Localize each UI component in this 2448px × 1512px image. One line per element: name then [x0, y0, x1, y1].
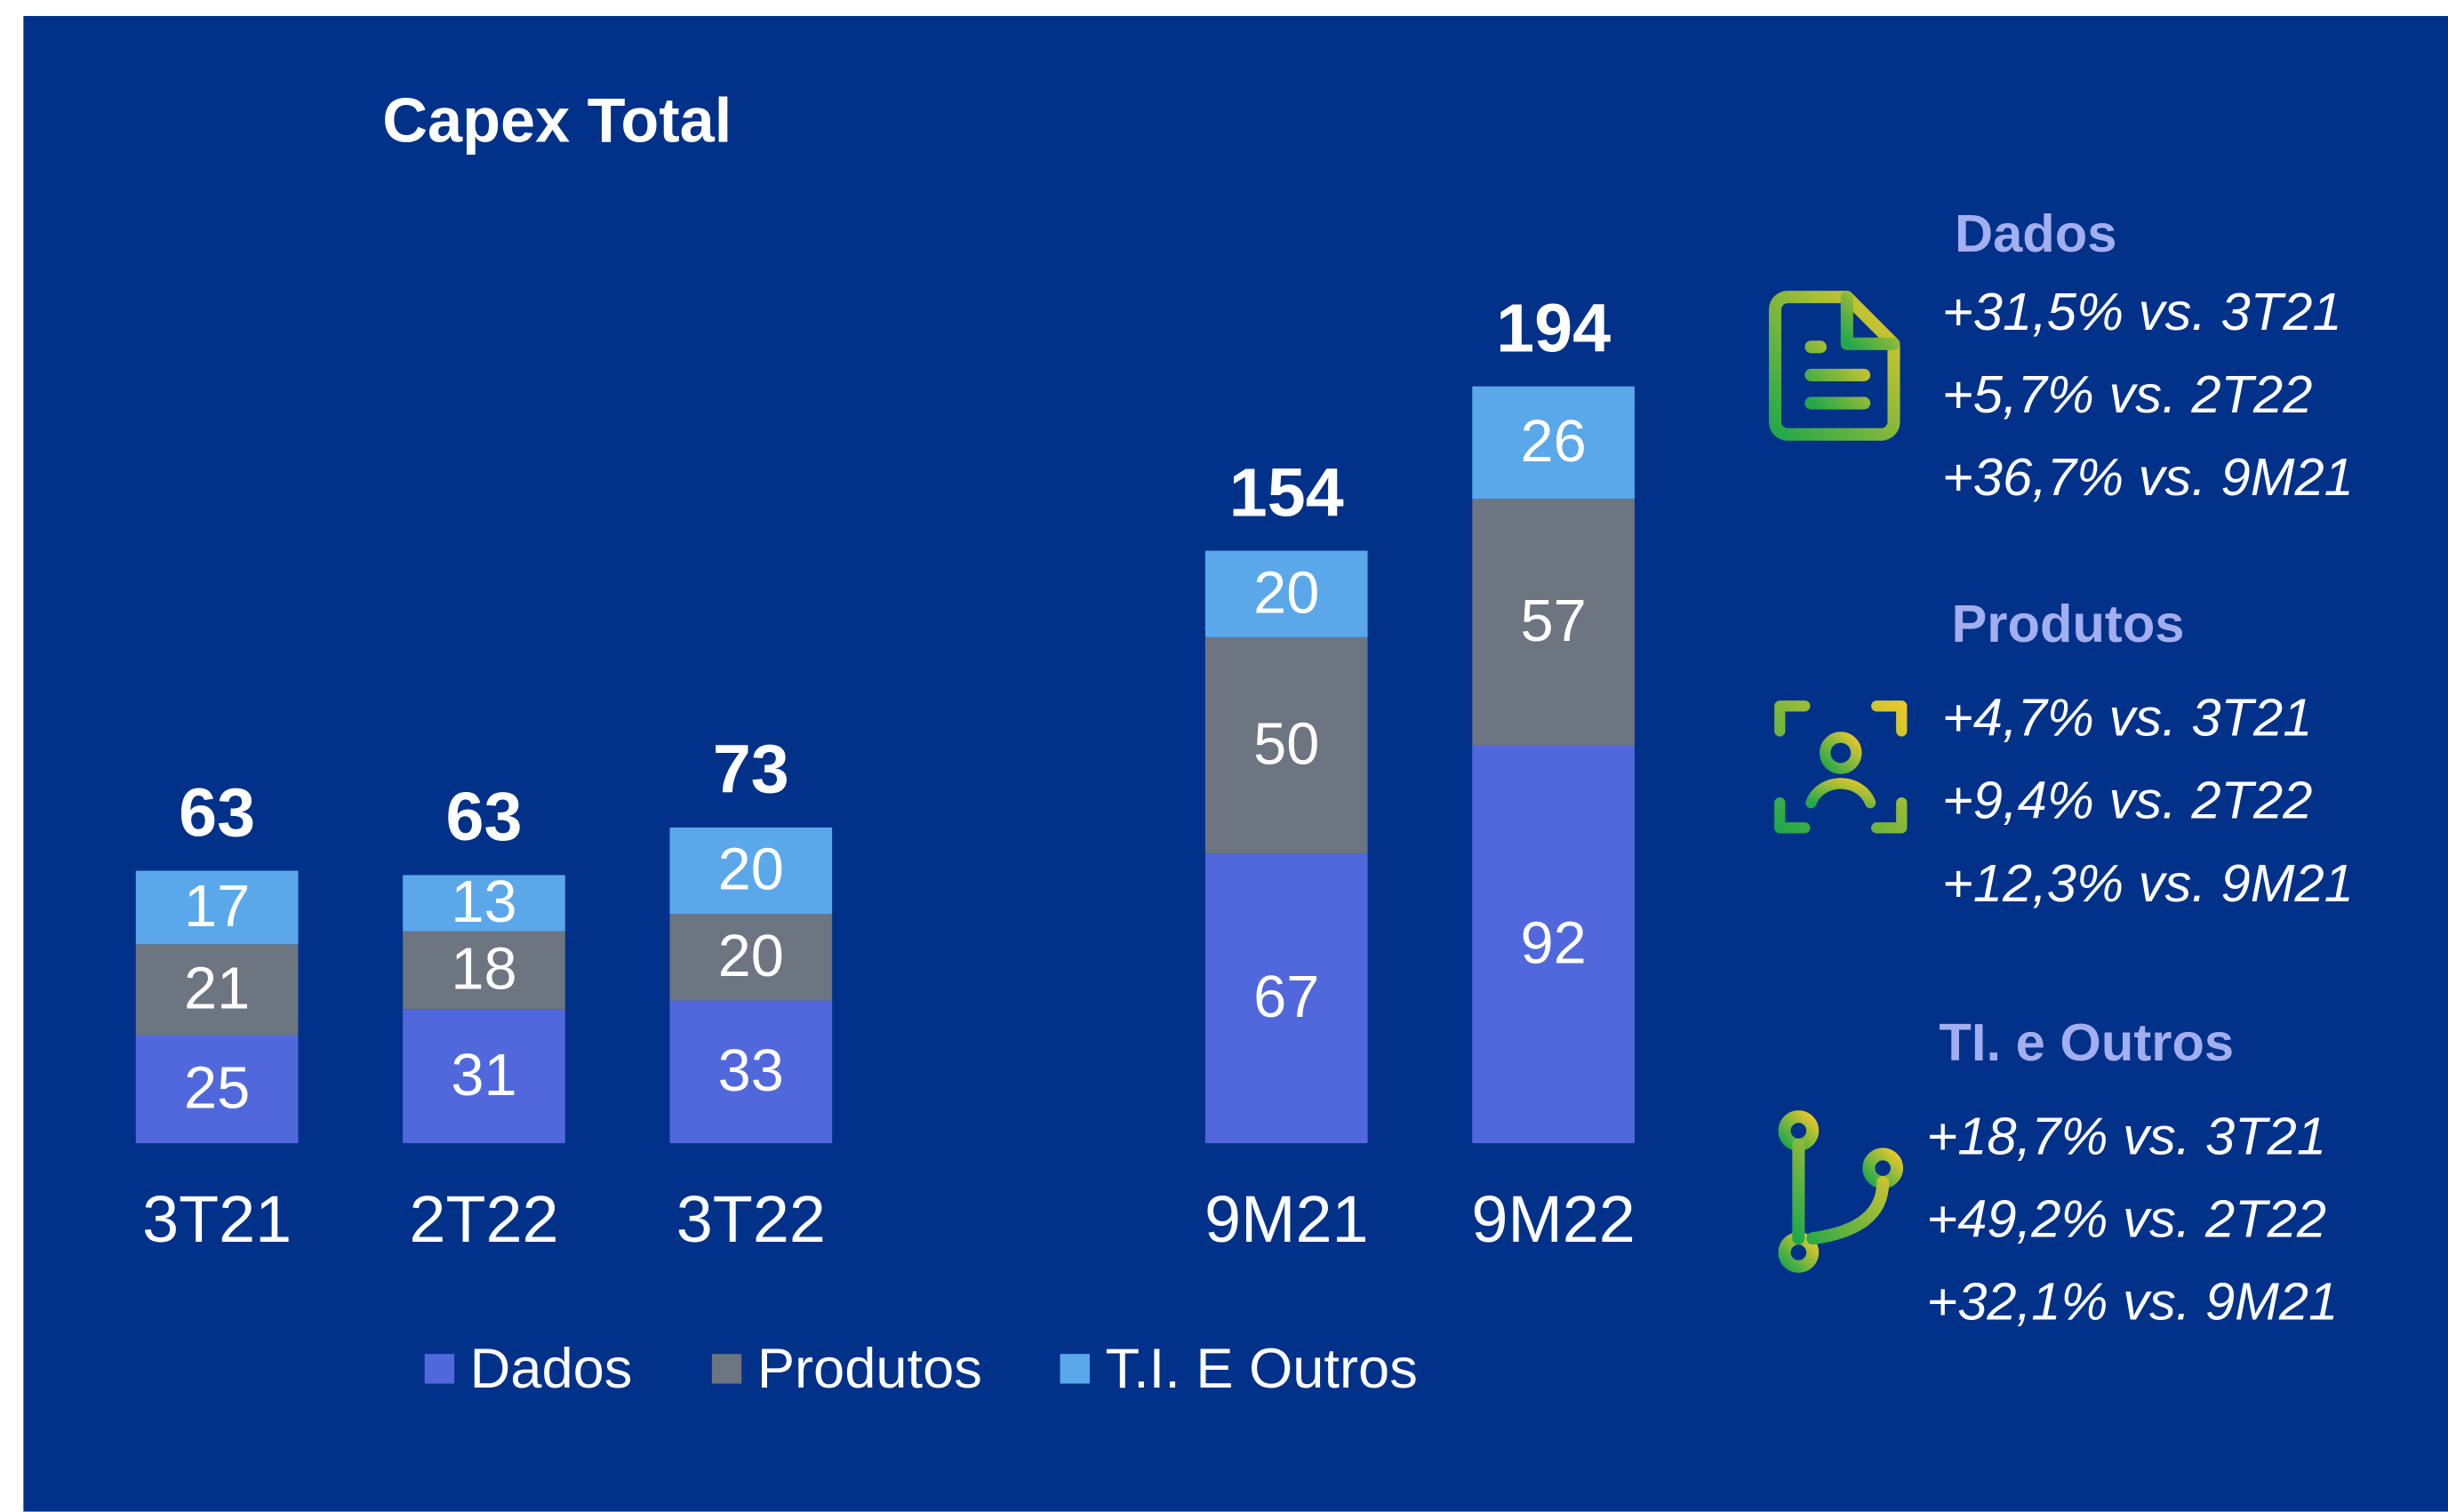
panel-line: +36,7% vs. 9M21 [1942, 447, 2354, 507]
value-label: 20 [718, 924, 784, 989]
bar-segment [1204, 636, 1368, 854]
panel-line: +5,7% vs. 2T22 [1942, 364, 2313, 424]
bar-segment [669, 827, 833, 915]
value-label: 33 [718, 1038, 784, 1104]
bar-segment [669, 914, 833, 1001]
legend-label: T.I. E Outros [1106, 1338, 1418, 1400]
panel-line: +4,7% vs. 3T21 [1942, 688, 2313, 748]
x-tick-label: 3T22 [676, 1182, 826, 1256]
x-tick-label: 9M21 [1204, 1182, 1368, 1256]
x-tick-label: 3T21 [142, 1182, 292, 1256]
value-label: 57 [1520, 588, 1586, 654]
legend-swatch [1060, 1354, 1090, 1384]
total-label: 63 [179, 774, 255, 851]
icon-document [1768, 291, 1900, 441]
bar-segment [1472, 499, 1635, 746]
x-tick-label: 2T22 [409, 1182, 558, 1256]
legend-swatch [424, 1354, 455, 1384]
panel-title: TI. e Outros [1939, 1012, 2234, 1072]
value-label: 13 [451, 869, 516, 935]
bar-segment [1472, 745, 1635, 1144]
value-label: 92 [1520, 910, 1586, 976]
bar-segment [1204, 853, 1368, 1144]
legend-label: Dados [470, 1338, 633, 1400]
value-label: 20 [718, 837, 784, 903]
total-label: 63 [446, 779, 523, 855]
total-label: 73 [713, 732, 789, 808]
x-tick-label: 9M22 [1471, 1182, 1635, 1256]
value-label: 21 [184, 956, 250, 1022]
panel-line: +31,5% vs. 3T21 [1942, 282, 2342, 341]
bar-segment [1472, 386, 1635, 500]
bar-segment [135, 870, 299, 945]
chart-title: Capex Total [382, 84, 732, 155]
total-label: 154 [1229, 454, 1344, 531]
legend-swatch [711, 1354, 742, 1384]
panel-title: Produtos [1951, 594, 2184, 653]
panel-line: +49,2% vs. 2T22 [1926, 1188, 2326, 1248]
panel-line: +9,4% vs. 2T22 [1942, 771, 2313, 830]
panel-line: +12,3% vs. 9M21 [1942, 853, 2354, 913]
value-label: 26 [1520, 409, 1586, 475]
bar-segment [135, 944, 299, 1036]
panel-title: Dados [1955, 204, 2116, 263]
icon-branch [1778, 1110, 1904, 1273]
bar-segment [135, 1035, 299, 1144]
value-label: 31 [451, 1043, 516, 1108]
panel-line: +32,1% vs. 9M21 [1926, 1272, 2338, 1332]
bar-segment [403, 875, 565, 932]
value-label: 67 [1253, 964, 1319, 1030]
bar-segment [403, 1009, 565, 1144]
bar-segment [1204, 550, 1368, 637]
bar-segment [403, 931, 565, 1010]
icon-person [1774, 700, 1908, 834]
bar-segment [669, 1000, 833, 1144]
value-label: 17 [184, 874, 250, 940]
total-label: 194 [1496, 290, 1611, 366]
value-label: 18 [451, 937, 516, 1003]
value-label: 50 [1253, 712, 1319, 778]
value-label: 25 [184, 1055, 250, 1121]
value-label: 20 [1253, 560, 1319, 626]
panel-line: +18,7% vs. 3T21 [1926, 1106, 2326, 1165]
legend-label: Produtos [757, 1338, 982, 1400]
